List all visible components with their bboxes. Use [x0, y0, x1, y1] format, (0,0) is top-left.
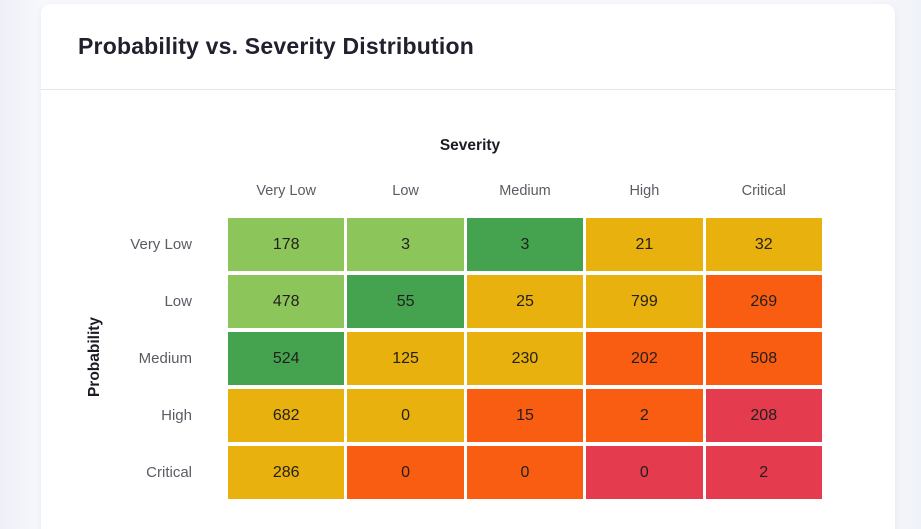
heatmap-chart: Severity Probability Very Low Low Medium Hi… — [41, 91, 895, 529]
row-label: Very Low — [130, 236, 192, 253]
chart-card: Probability vs. Severity Distribution Se… — [41, 4, 895, 529]
heatmap-cell[interactable]: 682 — [228, 389, 345, 442]
heatmap-cell[interactable]: 3 — [466, 218, 584, 271]
column-labels: Very Low Low Medium High Critical — [228, 180, 822, 202]
heatmap-cell[interactable]: 0 — [347, 389, 464, 442]
heatmap-cell[interactable]: 286 — [228, 446, 345, 499]
heatmap-cell[interactable]: 799 — [586, 275, 703, 328]
heatmap-cell[interactable]: 202 — [586, 332, 703, 385]
heatmap-cell[interactable]: 269 — [705, 275, 822, 328]
heatmap-cell[interactable]: 230 — [466, 332, 584, 385]
x-axis-title: Severity — [439, 137, 501, 154]
heatmap-cell[interactable]: 524 — [228, 332, 345, 385]
heatmap-cell[interactable]: 0 — [466, 446, 584, 499]
heatmap-cell[interactable]: 3 — [347, 218, 464, 271]
heatmap-cell[interactable]: 21 — [586, 218, 703, 271]
heatmap-cell[interactable]: 32 — [705, 218, 822, 271]
heatmap-cell[interactable]: 0 — [586, 446, 703, 499]
heatmap-grid: 178 3 3 21 32 478 55 25 799 269 524 125 230 202 508 682… — [228, 218, 822, 499]
heatmap-cell[interactable]: 2 — [586, 389, 703, 442]
column-label: Low — [392, 183, 419, 199]
heatmap-cell[interactable]: 2 — [705, 446, 822, 499]
heatmap-cell[interactable]: 208 — [705, 389, 822, 442]
column-label: Medium — [499, 183, 551, 199]
heatmap-cell[interactable]: 55 — [347, 275, 464, 328]
heatmap-cell[interactable]: 0 — [347, 446, 464, 499]
row-label: Medium — [138, 350, 192, 367]
heatmap-cell[interactable]: 25 — [466, 275, 584, 328]
chart-title: Probability vs. Severity Distribution — [78, 33, 474, 59]
column-label: Critical — [741, 183, 786, 199]
column-label: High — [629, 183, 660, 199]
row-labels: Very Low Low Medium High Critical — [41, 218, 192, 503]
row-label: Critical — [146, 464, 192, 481]
heatmap-cell[interactable]: 125 — [347, 332, 464, 385]
card-header: Probability vs. Severity Distribution — [41, 4, 895, 90]
row-label: Low — [164, 293, 192, 310]
heatmap-cell[interactable]: 478 — [228, 275, 345, 328]
heatmap-cell[interactable]: 508 — [705, 332, 822, 385]
heatmap-cell[interactable]: 15 — [466, 389, 584, 442]
heatmap-cell[interactable]: 178 — [228, 218, 345, 271]
column-label: Very Low — [256, 183, 317, 199]
row-label: High — [161, 407, 192, 424]
